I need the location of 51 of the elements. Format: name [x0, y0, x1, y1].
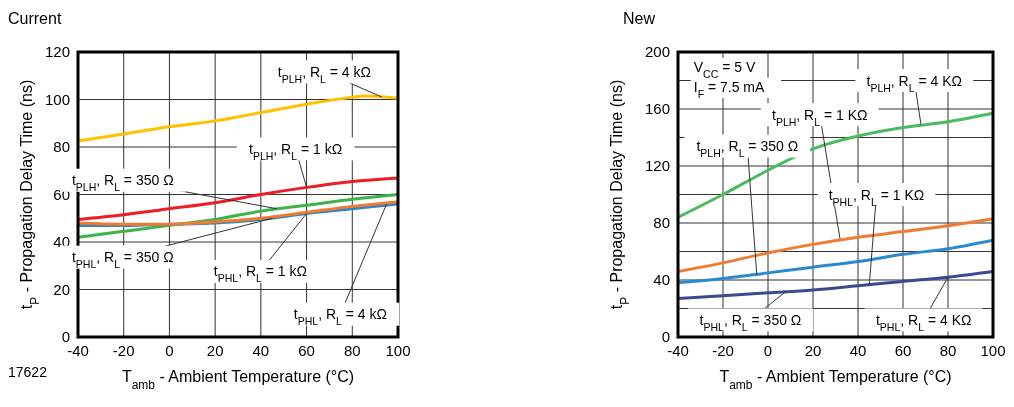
annotation: V$_{CC}$ = 5 V: [693, 58, 756, 80]
x-tick-label: -20: [112, 341, 135, 359]
y-tick-label: 0: [661, 328, 670, 346]
x-tick-label: -20: [712, 341, 734, 359]
x-tick-label: 80: [939, 341, 957, 359]
y-tick-label: 200: [644, 43, 670, 61]
line-series: [678, 217, 993, 273]
annotation: t$_{PHL}$, R$_{L}$ = 1 KΩ: [828, 186, 925, 208]
line-series: [78, 94, 398, 143]
x-tick-label: 40: [849, 341, 867, 359]
line-series: [678, 111, 993, 219]
chart-title: Current: [8, 10, 62, 28]
y-tick-label: 80: [653, 214, 670, 232]
annotation: t$_{PHL}$, R$_{L}$ = 4 KΩ: [875, 311, 972, 333]
annotation: t$_{PHL}$, R$_{L}$ = 4 kΩ: [293, 306, 387, 328]
y-tick-label: 0: [61, 328, 70, 346]
x-tick-label: 20: [804, 341, 822, 359]
annotation: I$_{F}$ = 7.5 mA: [693, 78, 766, 100]
annotation: t$_{PHL}$, R$_{L}$ = 350 Ω: [71, 249, 174, 271]
x-tick-label: -40: [667, 341, 689, 359]
y-tick-label: 100: [44, 90, 70, 108]
x-tick-label: 60: [298, 341, 315, 359]
annotation: t$_{PLH}$, R$_{L}$ = 1 kΩ: [249, 140, 343, 162]
chart-title: New: [623, 10, 656, 28]
text: 17622: [8, 364, 48, 380]
x-tick-label: 100: [980, 341, 1006, 359]
y-tick-label: 120: [44, 43, 70, 61]
x-tick-label: 0: [165, 341, 174, 359]
annotation: t$_{PHL}$, R$_{L}$ = 1 kΩ: [213, 263, 307, 285]
x-axis-title: T$_{amb}$ - Ambient Temperature (°C): [121, 368, 355, 392]
y-tick-label: 40: [653, 271, 670, 289]
y-tick-label: 20: [53, 280, 70, 298]
y-tick-label: 160: [644, 100, 670, 118]
annotation: t$_{PLH}$, R$_{L}$ = 350 Ω: [71, 172, 174, 194]
x-tick-label: 60: [894, 341, 912, 359]
line-series: [678, 238, 993, 285]
x-tick-label: -40: [67, 341, 89, 359]
y-tick-label: 120: [644, 157, 670, 175]
y-tick-label: 80: [53, 138, 70, 156]
annotation: t$_{PLH}$, R$_{L}$ = 4 KΩ: [866, 72, 962, 94]
x-tick-label: 100: [385, 341, 411, 359]
x-tick-label: 80: [343, 341, 361, 359]
x-tick-label: 40: [252, 341, 270, 359]
annotation: t$_{PLH}$, R$_{L}$ = 350 Ω: [696, 138, 799, 160]
annotation: t$_{PHL}$, R$_{L}$ = 350 Ω: [699, 311, 802, 333]
annotation: t$_{PLH}$, R$_{L}$ = 4 kΩ: [277, 63, 371, 85]
line-series: [678, 269, 993, 301]
x-axis-title: T$_{amb}$ - Ambient Temperature (°C): [719, 368, 952, 392]
x-tick-label: 0: [763, 341, 773, 359]
annotation: t$_{PLH}$, R$_{L}$ = 1 KΩ: [772, 106, 868, 128]
x-tick-label: 20: [206, 341, 224, 359]
